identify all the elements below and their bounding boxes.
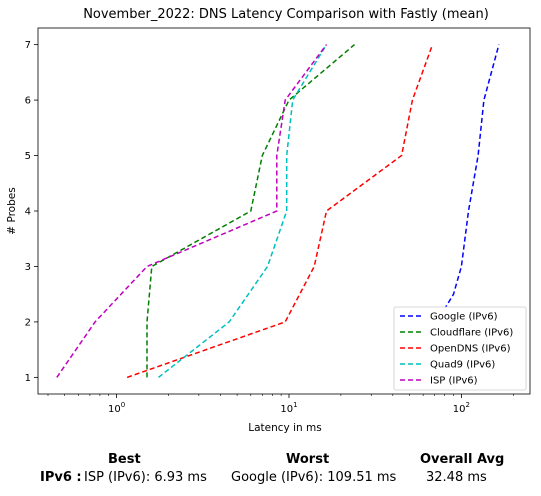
x-tick-label: 102 [453, 401, 470, 415]
y-tick-label: 2 [25, 317, 31, 328]
x-tick-label: 100 [108, 401, 125, 415]
avg-header: Overall Avg [420, 452, 505, 467]
chart: November_2022: DNS Latency Comparison wi… [6, 7, 531, 434]
chart-title: November_2022: DNS Latency Comparison wi… [83, 7, 489, 22]
y-axis: 1 2 3 4 5 6 7 [25, 40, 38, 384]
y-axis-label: # Probes [6, 187, 18, 234]
legend-label: ISP (IPv6) [430, 376, 478, 387]
worst-header: Worst [286, 452, 330, 467]
y-tick-label: 1 [25, 373, 31, 384]
y-tick-label: 4 [25, 207, 31, 218]
series-line [56, 44, 328, 378]
best-value: ISP (IPv6): 6.93 ms [84, 470, 207, 485]
row-label: IPv6 : [40, 470, 82, 485]
legend-label: OpenDNS (IPv6) [430, 344, 511, 355]
y-tick-label: 5 [25, 151, 31, 162]
worst-value: Google (IPv6): 109.51 ms [231, 470, 397, 485]
x-axis: 100 101 102 [47, 394, 514, 415]
x-axis-label: Latency in ms [248, 422, 321, 434]
summary-table: Best Worst Overall Avg IPv6 : ISP (IPv6)… [0, 448, 541, 496]
avg-value: 32.48 ms [426, 470, 487, 485]
legend-label: Cloudflare (IPv6) [430, 328, 513, 339]
legend: Google (IPv6) Cloudflare (IPv6) OpenDNS (I… [393, 306, 527, 391]
y-tick-label: 7 [25, 40, 31, 51]
legend-label: Quad9 (IPv6) [430, 360, 495, 371]
legend-box [393, 306, 527, 391]
y-tick-label: 6 [25, 96, 31, 107]
y-tick-label: 3 [25, 262, 31, 273]
legend-label: Google (IPv6) [430, 312, 498, 323]
series-line [126, 44, 434, 379]
series-line [158, 44, 328, 378]
best-header: Best [108, 452, 141, 467]
x-tick-label: 101 [280, 401, 297, 415]
series-line [146, 44, 355, 378]
